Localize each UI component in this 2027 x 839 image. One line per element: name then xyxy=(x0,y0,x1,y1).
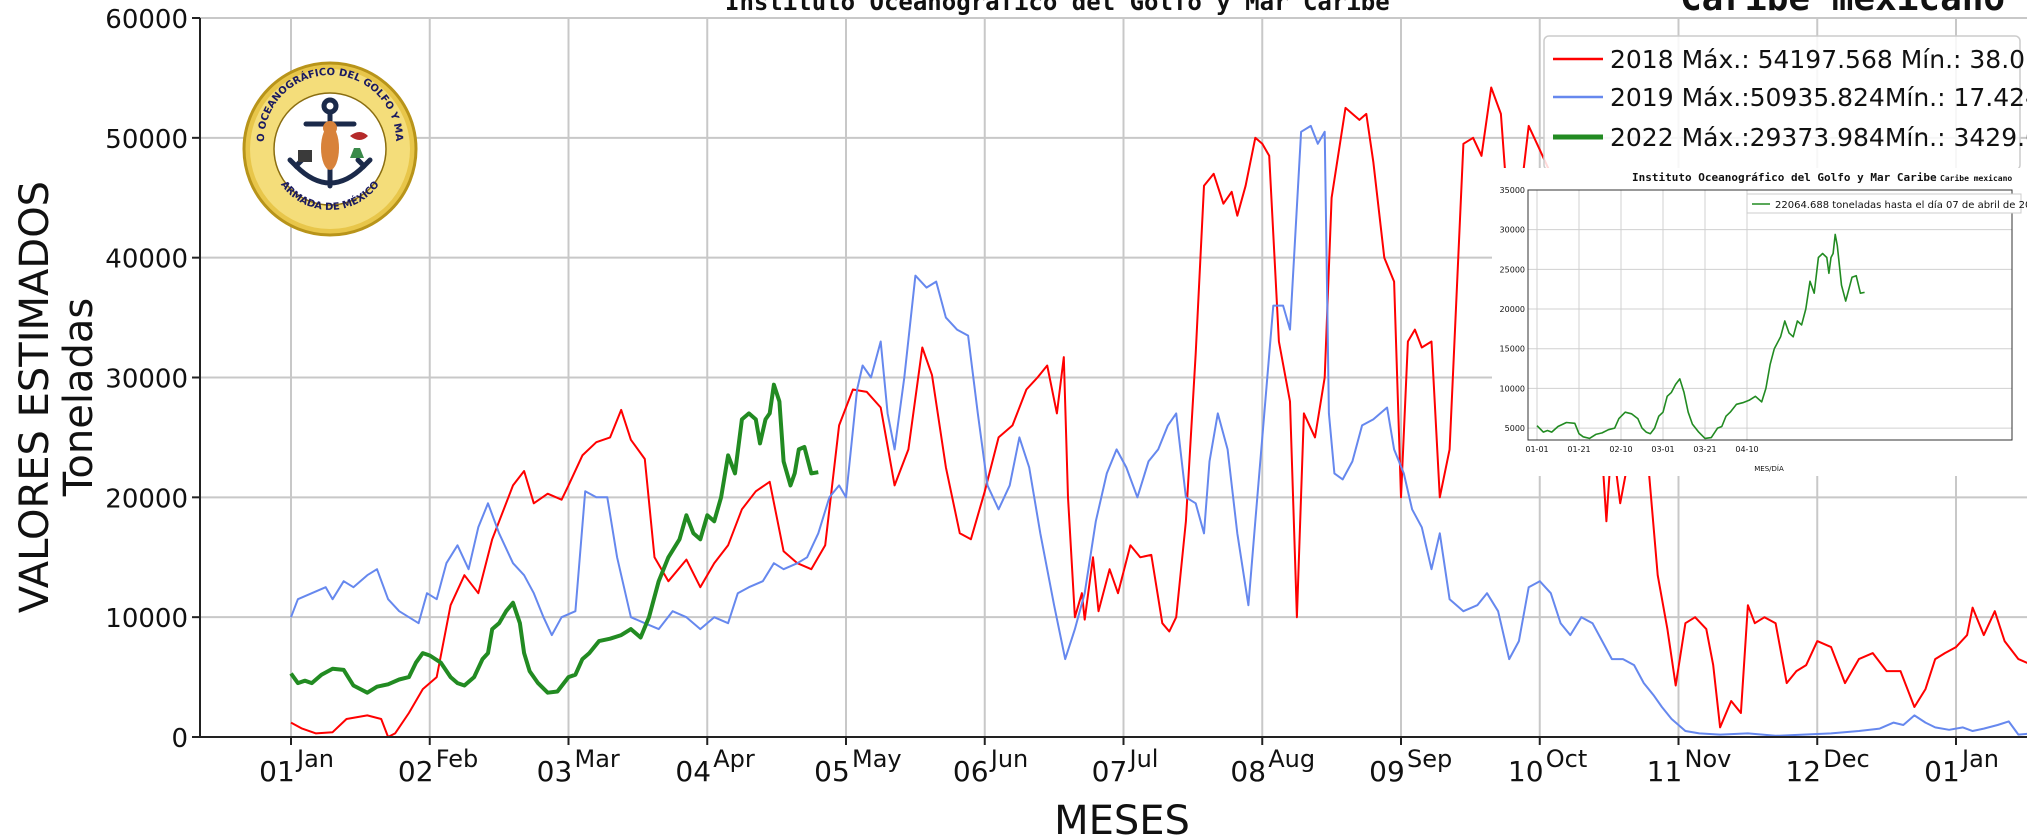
inset-x-tick-label: 03-01 xyxy=(1651,445,1674,454)
inset-background xyxy=(1492,168,2027,476)
x-tick-month-label: Jan xyxy=(295,745,334,773)
x-tick-label: 09 xyxy=(1369,755,1405,788)
y-tick-label: 50000 xyxy=(105,125,188,155)
y-axis-title-line1: VALORES ESTIMADOS xyxy=(12,181,58,613)
inset-legend-box xyxy=(1746,193,2022,214)
inset-x-tick-label: 03-21 xyxy=(1693,445,1716,454)
series-line-0 xyxy=(290,86,2027,738)
y-tick-label: 60000 xyxy=(105,5,188,35)
x-tick-month-label: Jan xyxy=(1960,745,1999,773)
fish-icon xyxy=(350,132,368,140)
x-tick-label: 08 xyxy=(1230,755,1266,788)
inset-y-tick-label: 15000 xyxy=(1500,345,1525,354)
legend-label: 2019 Máx.:50935.824Mín.: 17.424 xyxy=(1610,83,2027,112)
y-axis-title-line2: Toneladas xyxy=(56,298,102,497)
legend-entry-2018: 2018 Máx.: 54197.568 Mín.: 38.016 xyxy=(1553,45,2027,74)
y-tick-label: 0 xyxy=(171,724,188,754)
x-tick-label: 02 xyxy=(398,755,434,788)
x-tick-label: 10 xyxy=(1508,755,1544,788)
x-tick-label: 07 xyxy=(1092,755,1128,788)
chart-title: Instituto Oceanográfico del Golfo y Mar … xyxy=(725,0,1390,16)
inset-chart: Instituto Oceanográfico del Golfo y Mar … xyxy=(1492,168,2027,476)
inset-legend-label: 22064.688 toneladas hasta el día 07 de a… xyxy=(1775,199,2027,211)
inset-axes: 5000 10000 15000 20000 25000 30000 35000 01-01 0… xyxy=(1500,186,2013,454)
main-grid xyxy=(200,17,2027,738)
legend-entry-2019: 2019 Máx.:50935.824Mín.: 17.424 xyxy=(1553,83,2027,112)
legend-label: 2022 Máx.:29373.984Mín.: 3429.072 xyxy=(1610,123,2027,152)
main-series xyxy=(289,86,2027,738)
x-tick-month-label: Aug xyxy=(1268,745,1315,773)
inset-x-axis-title: MES/DÍA xyxy=(1754,464,1784,473)
inset-plot-frame xyxy=(1527,189,2013,441)
x-tick-label: 01 xyxy=(1924,755,1960,788)
x-tick-label: 04 xyxy=(675,755,711,788)
legend-label: 2018 Máx.: 54197.568 Mín.: 38.016 xyxy=(1610,45,2027,74)
y-tick-label: 40000 xyxy=(105,245,188,275)
inset-title: Instituto Oceanográfico del Golfo y Mar … xyxy=(1632,171,1937,184)
x-tick-label: 05 xyxy=(814,755,850,788)
y-tick-label: 30000 xyxy=(105,365,188,395)
chart-subtitle: Caribe mexicano xyxy=(1680,0,2005,19)
x-tick-month-label: Oct xyxy=(1546,745,1588,773)
x-tick-month-label: Feb xyxy=(436,745,479,773)
ship-icon xyxy=(298,150,312,162)
x-tick-month-label: Jul xyxy=(1128,745,1159,773)
inset-y-tick-label: 5000 xyxy=(1505,424,1525,433)
x-tick-month-label: Nov xyxy=(1685,745,1732,773)
inset-x-tick-label: 04-10 xyxy=(1735,445,1758,454)
inset-x-tick-label: 01-01 xyxy=(1525,445,1548,454)
inset-x-tick-label: 02-10 xyxy=(1609,445,1632,454)
x-tick-label: 06 xyxy=(953,755,989,788)
inset-series-line-0 xyxy=(1536,233,1865,440)
inset-y-tick-label: 30000 xyxy=(1500,226,1525,235)
inset-y-tick-label: 10000 xyxy=(1500,384,1525,393)
inset-subtitle: Caribe mexicano xyxy=(1940,173,2012,183)
x-tick-month-label: Mar xyxy=(575,745,620,773)
x-tick-month-label: Sep xyxy=(1407,745,1452,773)
inset-x-tick-label: 01-21 xyxy=(1567,445,1590,454)
flask-icon xyxy=(350,148,364,158)
x-tick-month-label: May xyxy=(852,745,902,773)
inset-y-tick-label: 25000 xyxy=(1500,265,1525,274)
x-tick-month-label: Dec xyxy=(1823,745,1869,773)
legend: 2018 Máx.: 54197.568 Mín.: 38.016 2019 M… xyxy=(1543,35,2027,171)
y-tick-label: 20000 xyxy=(105,484,188,514)
x-tick-month-label: Jun xyxy=(989,745,1029,773)
series-line-2 xyxy=(289,382,819,695)
inset-series xyxy=(1536,233,1865,440)
x-tick-label: 01 xyxy=(259,755,295,788)
x-tick-label: 12 xyxy=(1785,755,1821,788)
x-tick-label: 11 xyxy=(1647,755,1683,788)
x-axis-title: MESES xyxy=(1054,798,1190,839)
series-line-1 xyxy=(290,124,2027,737)
legend-entry-2022: 2022 Máx.:29373.984Mín.: 3429.072 xyxy=(1553,123,2027,152)
inset-y-tick-label: 20000 xyxy=(1500,305,1525,314)
inset-y-tick-label: 35000 xyxy=(1500,186,1525,195)
x-tick-label: 03 xyxy=(537,755,573,788)
x-tick-month-label: Apr xyxy=(713,745,755,773)
y-tick-label: 10000 xyxy=(105,604,188,634)
seahorse-icon xyxy=(321,121,339,170)
